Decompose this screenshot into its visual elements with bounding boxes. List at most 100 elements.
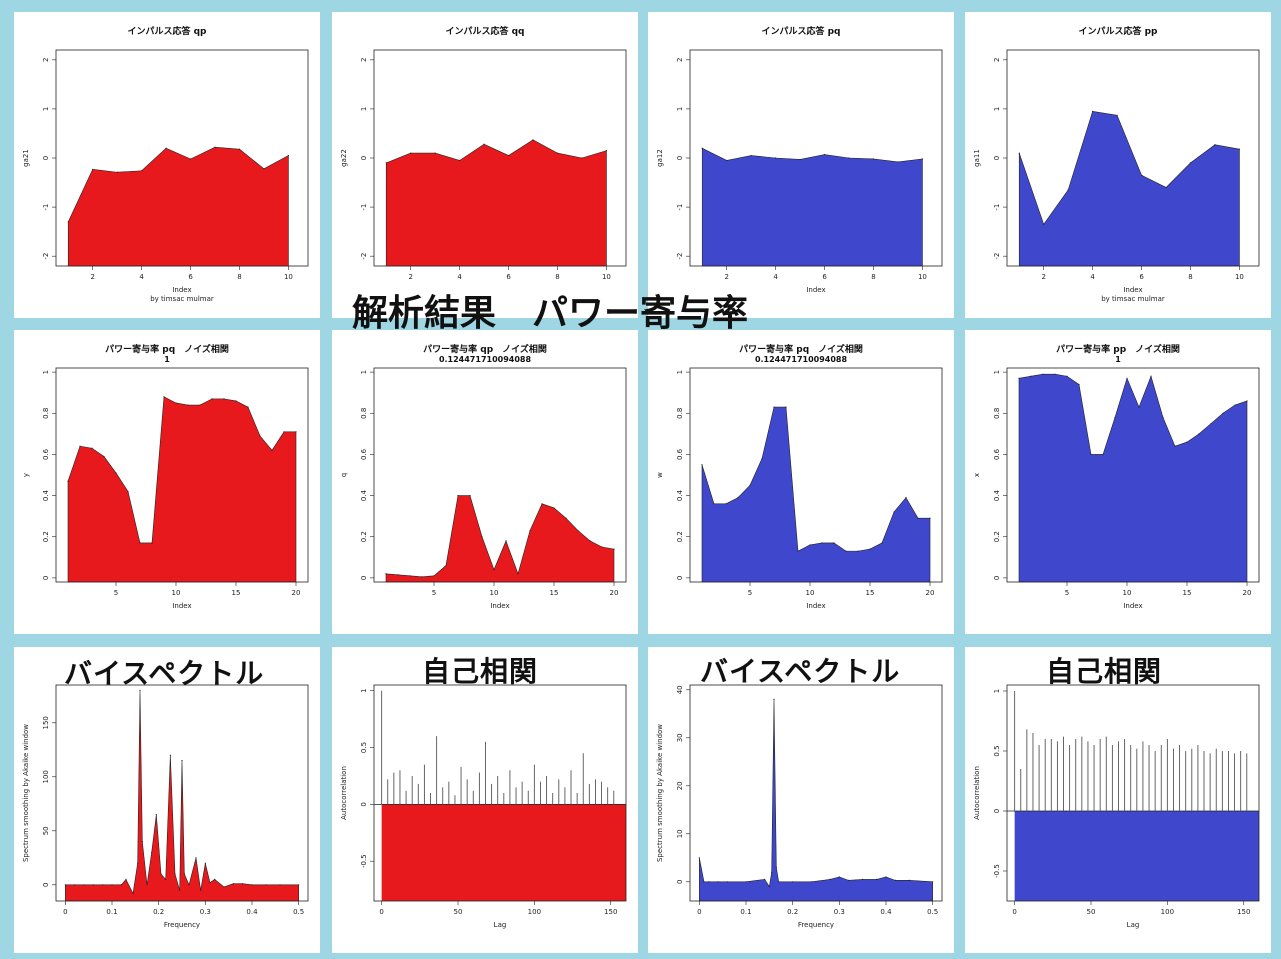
plot-frame: [689, 367, 943, 583]
data-point: [1102, 453, 1104, 456]
data-point: [195, 857, 197, 859]
data-point: [613, 548, 615, 550]
x-tick-label: 8: [1188, 273, 1192, 281]
data-point: [1067, 189, 1069, 191]
data-point: [169, 754, 171, 756]
y-axis-label: ga22: [340, 149, 348, 167]
series-area: [1018, 373, 1248, 583]
data-point: [141, 841, 143, 843]
series-area: [67, 146, 289, 267]
y-axis-label: ga21: [22, 149, 30, 167]
data-point: [917, 517, 919, 519]
data-point: [833, 542, 835, 544]
y-tick-label: 1: [360, 688, 368, 692]
x-tick-label: 6: [822, 273, 827, 281]
y-tick-label: 0.8: [676, 408, 684, 419]
data-point: [279, 884, 281, 886]
data-point: [120, 884, 122, 886]
y-tick-label: 0.5: [993, 745, 1001, 756]
y-tick-label: 20: [676, 781, 684, 790]
x-tick-label: 2: [724, 273, 728, 281]
data-point: [1054, 373, 1056, 375]
y-tick-label: 0: [42, 576, 50, 580]
data-point: [764, 878, 766, 880]
x-tick-label: 20: [926, 589, 935, 597]
data-point: [1090, 453, 1092, 456]
y-axis-label: Spectrum smoothing by Akaike window: [22, 724, 30, 862]
y-tick-label: 150: [42, 716, 50, 729]
y-tick-label: 0: [676, 156, 684, 160]
series-area: [701, 406, 931, 583]
data-point: [232, 883, 234, 885]
y-tick-label: 30: [676, 733, 684, 742]
x-tick-label: 6: [1139, 273, 1144, 281]
data-point: [421, 576, 423, 578]
y-axis-label: x: [973, 473, 981, 477]
data-point: [601, 546, 603, 548]
y-axis-label: q: [340, 473, 348, 477]
y-tick-label: 1: [42, 370, 50, 374]
x-tick-label: 5: [114, 589, 118, 597]
y-tick-label: 100: [42, 770, 50, 783]
data-point: [410, 152, 412, 154]
y-tick-label: 1: [993, 107, 1001, 111]
data-point: [768, 886, 770, 888]
data-point: [848, 879, 850, 881]
data-point: [876, 878, 878, 880]
y-axis-label: y: [22, 473, 30, 477]
data-point: [235, 400, 237, 402]
data-point: [862, 878, 864, 880]
negative-fill: [1014, 811, 1259, 901]
data-point: [163, 396, 165, 398]
data-point: [1234, 404, 1236, 406]
y-tick-label: 0.4: [993, 489, 1001, 501]
chart-title: パワー寄与率 pq ノイズ相関: [105, 343, 229, 355]
x-tick-label: 4: [773, 273, 778, 281]
y-tick-label: 1: [360, 370, 368, 374]
data-point: [553, 507, 555, 509]
chart-title: パワー寄与率 pq ノイズ相関: [739, 343, 863, 355]
panel-power-pq2: パワー寄与率 pq ノイズ相関 0.124471710094088 0 0.2 0.4 0…: [648, 330, 954, 634]
y-tick-label: 0: [993, 156, 1001, 160]
panel-autocorr-right: -0.5 0 0.5 1 0 50 100 150 Lag Autocorrelation: [965, 647, 1271, 953]
data-point: [223, 886, 225, 888]
series-area: [699, 699, 933, 902]
y-tick-label: -2: [993, 253, 1001, 260]
chart-impulse-qq: インパルス応答 qq -2 -1 0 1 2 2 4 6 8 10 ga22: [340, 25, 627, 281]
x-tick-label: 100: [1161, 908, 1174, 916]
x-tick-label: 10: [1235, 273, 1244, 281]
series-area: [385, 495, 615, 583]
data-point: [857, 550, 859, 552]
data-point: [160, 873, 162, 875]
x-tick-label: 150: [604, 908, 617, 916]
data-point: [92, 884, 94, 886]
data-point: [165, 147, 167, 149]
x-tick-label: 0.4: [246, 908, 258, 916]
data-point: [481, 536, 483, 538]
data-point: [459, 159, 461, 162]
y-tick-label: -1: [676, 204, 684, 211]
data-point: [771, 871, 773, 873]
data-point: [565, 517, 567, 519]
data-point: [829, 878, 831, 880]
x-axis-sublabel: by timsac mulmar: [1101, 295, 1165, 303]
data-point: [1066, 375, 1068, 377]
data-point: [141, 170, 143, 172]
x-tick-label: 10: [806, 589, 815, 597]
x-tick-label: 8: [871, 273, 875, 281]
data-point: [529, 529, 531, 532]
x-tick-label: 0.3: [200, 908, 211, 916]
x-tick-label: 8: [555, 273, 559, 281]
x-axis-label: Lag: [494, 921, 507, 929]
x-tick-label: 15: [550, 589, 559, 597]
data-point: [1092, 110, 1094, 112]
data-point: [745, 881, 747, 883]
data-point: [265, 884, 267, 886]
y-tick-label: 0.2: [676, 531, 684, 542]
data-point: [1138, 406, 1140, 408]
x-tick-label: 0.2: [153, 908, 164, 916]
data-point: [92, 168, 94, 170]
x-tick-label: 0: [379, 908, 383, 916]
